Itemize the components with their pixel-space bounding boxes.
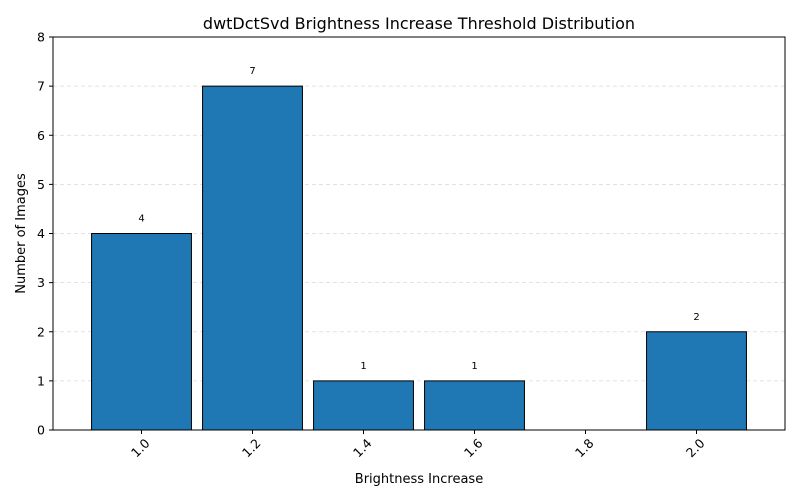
bar-value-label: 1: [471, 361, 477, 372]
bar-value-label: 1: [360, 361, 366, 372]
bar: [313, 380, 414, 431]
bar-labels-layer: 4 7 1 1 2: [138, 66, 699, 372]
y-tick-label: 7: [37, 79, 45, 94]
bar: [424, 380, 525, 431]
y-tick-label: 6: [37, 128, 45, 143]
x-tick-label: 1.6: [461, 435, 486, 460]
x-tick-label: 2.0: [683, 435, 708, 460]
y-tick-label: 0: [37, 423, 45, 438]
bar-value-label: 2: [693, 312, 699, 323]
x-tick-label: 1.4: [350, 435, 375, 460]
y-tick-label: 3: [37, 275, 45, 290]
y-tick-label: 1: [37, 373, 45, 388]
bar-value-label: 4: [138, 214, 144, 225]
y-tick-label: 8: [37, 30, 45, 45]
chart-title: dwtDctSvd Brightness Increase Threshold …: [203, 14, 635, 33]
x-tick-label: 1.0: [128, 435, 153, 460]
bar: [91, 233, 192, 431]
y-tick-label: 2: [37, 324, 45, 339]
y-tick-label: 5: [37, 177, 45, 192]
x-axis-label: Brightness Increase: [355, 472, 483, 487]
bar-value-label: 7: [249, 66, 255, 77]
x-tick-label: 1.8: [572, 435, 597, 460]
y-ticks-layer: 0 1 2 3 4 5 6 7 8: [37, 30, 53, 438]
y-tick-label: 4: [37, 226, 45, 241]
bar: [646, 331, 747, 431]
bar: [202, 85, 303, 431]
x-ticks-layer: 1.0 1.2 1.4 1.6 1.8 2.0: [128, 430, 708, 460]
y-axis-label: Number of Images: [14, 173, 29, 294]
x-tick-label: 1.2: [239, 436, 264, 461]
bars-layer: [91, 85, 747, 431]
